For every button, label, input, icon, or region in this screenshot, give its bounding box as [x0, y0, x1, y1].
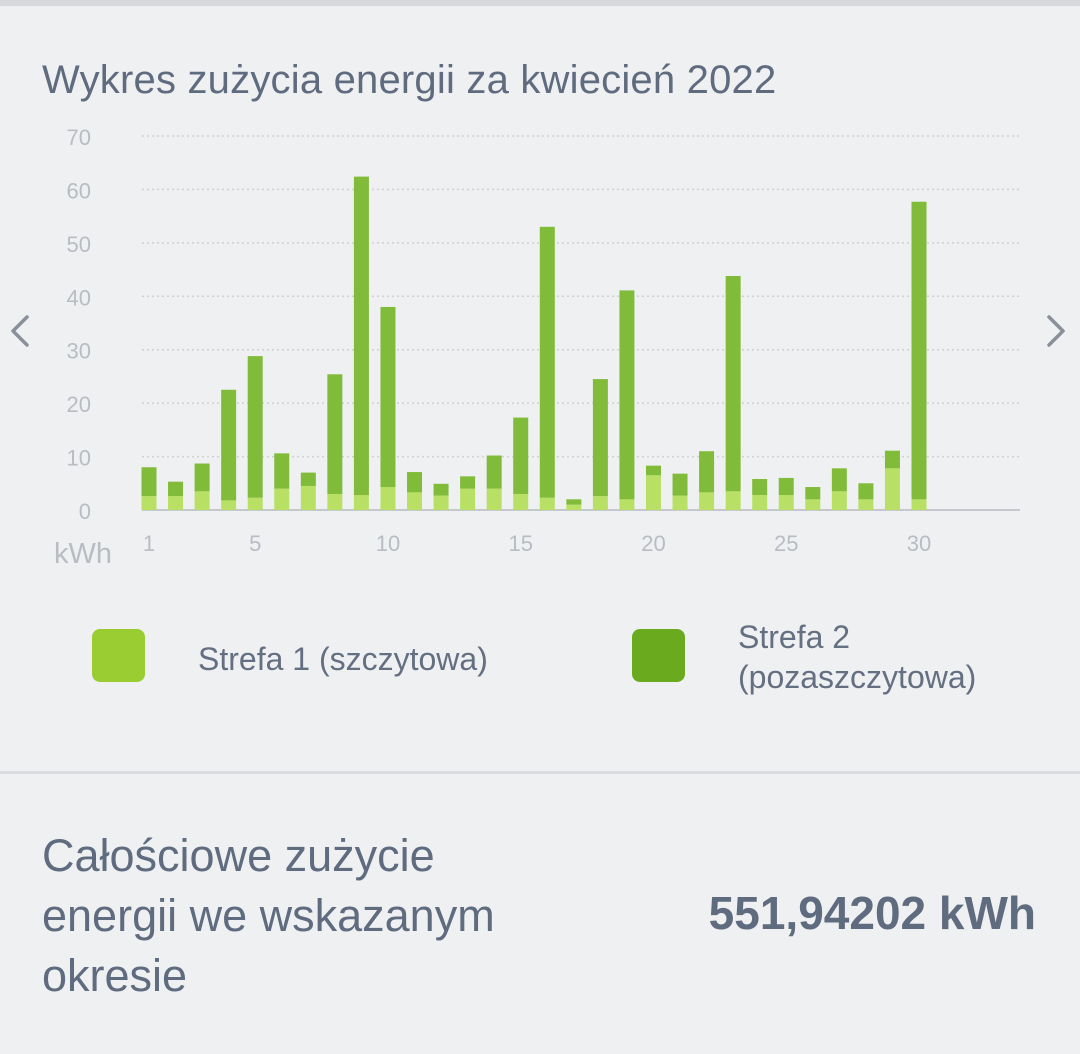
bar-zone1	[778, 495, 794, 510]
bar-zone2	[380, 306, 396, 488]
bar-zone1	[539, 497, 555, 510]
bar-zone1	[274, 488, 290, 510]
bar-zone1	[194, 491, 210, 510]
y-tick-label: 50	[67, 232, 91, 257]
x-tick-label: 10	[376, 531, 400, 556]
legend-label-zone2: Strefa 2 (pozaszczytowa)	[738, 619, 977, 695]
bar-zone2	[433, 483, 449, 496]
bar-zone2	[327, 374, 343, 494]
bar-zone2	[221, 389, 237, 501]
chevron-right-icon	[1047, 315, 1065, 347]
x-tick-label: 1	[143, 531, 155, 556]
bar-zone2	[672, 473, 688, 496]
bar-zone1	[353, 495, 369, 510]
x-tick-label: 5	[249, 531, 261, 556]
bar-zone1	[513, 493, 529, 510]
bar-zone1	[884, 468, 900, 510]
x-tick-label: 20	[641, 531, 665, 556]
y-tick-label: 70	[67, 125, 91, 150]
bar-zone2	[300, 472, 316, 486]
bar-zone2	[752, 479, 768, 496]
total-consumption-value: 551,94202 kWh	[708, 887, 1036, 939]
bar-zone2	[486, 455, 502, 489]
bar-zone2	[592, 379, 608, 497]
bar-zone1	[168, 496, 184, 510]
x-tick-label: 15	[508, 531, 532, 556]
bar-zone2	[407, 472, 423, 493]
bar-zone1	[805, 499, 821, 510]
bar-zone1	[433, 495, 449, 510]
bar-zone1	[592, 496, 608, 510]
bar-zone2	[460, 476, 476, 489]
bar-zone1	[752, 495, 768, 510]
bar-zone1	[911, 499, 927, 510]
bar-zone1	[672, 495, 688, 510]
bar-zone2	[831, 468, 847, 492]
bar-zone2	[353, 176, 369, 496]
top-divider	[0, 0, 1080, 6]
x-tick-label: 25	[774, 531, 798, 556]
bar-zone2	[619, 290, 635, 500]
legend-swatch-zone2	[632, 629, 685, 682]
bar-zone1	[831, 491, 847, 510]
bar-zone1	[486, 488, 502, 510]
bar-zone2	[194, 463, 210, 492]
chevron-left-icon	[11, 315, 29, 347]
bar-zone1	[725, 491, 741, 510]
legend-swatch-zone1	[92, 629, 145, 682]
previous-month-button[interactable]	[0, 306, 40, 356]
bar-zone2	[805, 487, 821, 500]
bar-zone2	[699, 451, 715, 493]
bar-zone2	[539, 226, 555, 498]
section-divider	[0, 771, 1080, 774]
next-month-button[interactable]	[1036, 306, 1076, 356]
y-tick-label: 40	[67, 285, 91, 310]
bar-zone2	[141, 467, 157, 497]
bar-zone1	[300, 485, 316, 510]
bar-zone1	[619, 499, 635, 510]
bar-zone1	[141, 496, 157, 510]
bar-zone2	[566, 499, 582, 505]
bar-zone2	[645, 465, 661, 476]
bar-zone1	[407, 492, 423, 510]
bar-zone1	[221, 500, 237, 510]
bar-zone1	[645, 475, 661, 510]
y-tick-label: 0	[79, 499, 91, 524]
bar-zone1	[327, 493, 343, 510]
bar-zone1	[566, 504, 582, 510]
bar-zone2	[274, 453, 290, 489]
total-consumption-label: Całościowe zużycie energii we wskazanym …	[42, 830, 495, 1001]
bar-zone1	[858, 499, 874, 510]
chart-title: Wykres zużycia energii za kwiecień 2022	[42, 58, 777, 102]
bar-zone2	[513, 417, 529, 494]
bar-zone1	[460, 488, 476, 510]
x-tick-label: 30	[907, 531, 931, 556]
bar-zone2	[168, 481, 184, 497]
y-axis-unit-label: kWh	[54, 538, 112, 570]
y-tick-label: 10	[67, 446, 91, 471]
bar-zone1	[699, 492, 715, 510]
legend-label-zone1: Strefa 1 (szczytowa)	[198, 641, 488, 677]
bar-zone1	[380, 487, 396, 510]
bar-zone2	[858, 483, 874, 500]
bar-zone2	[911, 201, 927, 500]
y-tick-label: 20	[67, 392, 91, 417]
y-tick-label: 60	[67, 178, 91, 203]
y-tick-label: 30	[67, 339, 91, 364]
bar-zone2	[247, 356, 263, 498]
bar-zone2	[725, 275, 741, 492]
bar-zone1	[247, 497, 263, 510]
bar-zone2	[778, 477, 794, 496]
bar-zone2	[884, 450, 900, 469]
